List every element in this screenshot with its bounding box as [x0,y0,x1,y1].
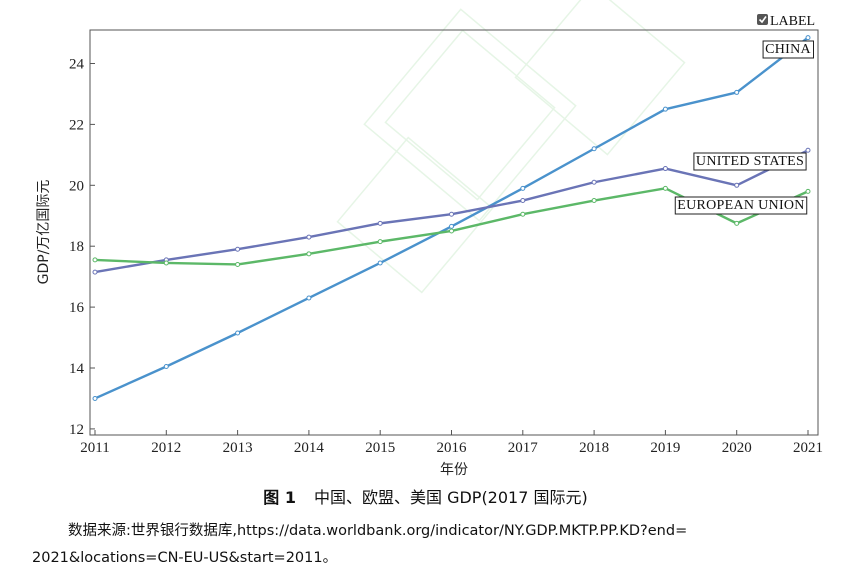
y-tick-label: 22 [69,117,84,133]
x-tick-label: 2017 [508,440,539,456]
series-china [92,35,811,401]
series-label: EUROPEAN UNION [674,196,808,215]
data-point [92,269,98,275]
data-point [805,188,811,194]
data-point [662,166,668,172]
data-point [92,257,98,263]
data-point [377,239,383,245]
y-axis: 12 14 16 18 20 22 24 [69,56,95,438]
series-label-text: UNITED STATES [696,154,804,169]
x-tick-label: 2020 [722,440,752,456]
data-point [805,147,811,153]
x-tick-label: 2019 [650,440,680,456]
y-tick-label: 24 [69,56,85,72]
series-layer [92,35,811,401]
y-axis-title: GDP/万亿国际元 [36,180,52,285]
series-label: CHINA [762,40,814,59]
x-tick-label: 2018 [579,440,609,456]
data-point [520,185,526,191]
data-point [163,260,169,266]
y-tick-label: 14 [69,361,85,377]
data-point [591,179,597,185]
series-label-box [674,196,808,215]
data-point [449,228,454,234]
x-tick-label: 2012 [151,440,181,456]
legend-checkbox-icon[interactable] [757,14,768,25]
series-line [94,36,809,400]
data-point [591,146,597,152]
source-line-2: 2021&locations=CN-EU-US&start=2011。 [32,550,338,566]
y-tick-label: 12 [69,422,84,438]
x-tick-label: 2014 [294,440,325,456]
data-point [520,211,526,217]
data-point [734,220,740,226]
x-tick-label: 2021 [793,440,823,456]
x-tick-label: 2013 [223,440,253,456]
data-point [449,211,454,217]
x-tick-label: 2015 [365,440,395,456]
y-tick-label: 18 [69,239,84,255]
data-point [520,198,526,204]
data-point [163,363,169,369]
watermark [336,0,686,294]
figure-caption: 图 1 中国、欧盟、美国 GDP(2017 国际元) [0,484,851,508]
data-point [377,260,383,266]
series-label: UNITED STATES [693,152,807,171]
data-point [662,106,668,112]
series-label-box [762,40,814,59]
data-point [805,35,811,41]
data-point [235,330,241,336]
data-point [306,234,312,240]
x-axis-title: 年份 [440,462,468,478]
series-labels: CHINA UNITED STATES EUROPEAN UNION [674,40,814,215]
legend-check-mark-icon [758,16,767,24]
series-label-box [693,152,807,171]
legend-label: LABEL [770,14,815,29]
x-tick-label: 2016 [437,440,468,456]
x-tick-label: 2011 [80,440,109,456]
legend: LABEL [757,14,815,29]
data-point [306,251,312,257]
figure-title: 中国、欧盟、美国 GDP(2017 国际元) [313,488,588,507]
data-point [734,89,740,95]
data-point [449,223,454,229]
data-point [235,261,241,267]
y-tick-label: 20 [69,178,84,194]
source-line-1: 数据来源:世界银行数据库,https://data.worldbank.org/… [68,523,688,539]
figure-number: 图 1 [263,488,296,507]
series-label-text: EUROPEAN UNION [677,198,804,213]
data-point [734,182,740,188]
data-point [662,185,668,191]
data-point [235,246,241,252]
series-label-text: CHINA [765,42,811,57]
source-note: 数据来源:世界银行数据库,https://data.worldbank.org/… [32,518,831,572]
plot-frame [89,29,819,436]
x-axis: 2011 2012 2013 2014 2015 2016 2017 2018 2019 2020… [80,430,823,456]
y-tick-label: 16 [69,300,85,316]
data-point [306,295,312,301]
data-point [591,198,597,204]
data-point [92,395,98,401]
data-point [377,220,383,226]
series-united-states [92,147,811,275]
